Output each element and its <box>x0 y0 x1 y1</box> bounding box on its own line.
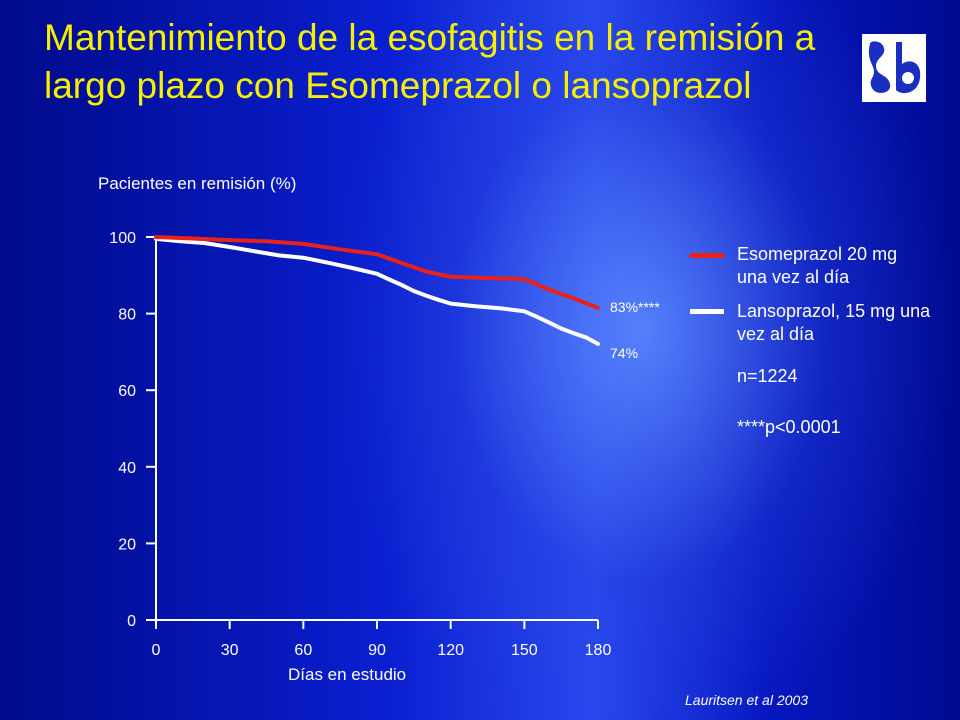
chart-end-labels: 83%**** 74% <box>610 299 660 361</box>
legend-swatch-lansoprazol <box>690 309 724 314</box>
series-line-1 <box>154 236 600 346</box>
legend-label-lansoprazol: Lansoprazol, 15 mg una vez al día <box>737 301 931 344</box>
y-tick-label: 60 <box>118 383 136 400</box>
society-logo-icon <box>862 34 926 102</box>
chart-series <box>154 235 600 346</box>
x-tick-label: 120 <box>437 642 464 659</box>
y-tick-label: 0 <box>127 613 136 630</box>
series-end-label-1: 74% <box>610 345 638 361</box>
legend-label-esomeprazol: Esomeprazol 20 mg una vez al día <box>737 244 898 287</box>
x-tick-label: 150 <box>511 642 538 659</box>
x-tick-label: 0 <box>152 642 161 659</box>
x-tick-label: 90 <box>368 642 386 659</box>
source-citation: Lauritsen et al 2003 <box>685 692 808 708</box>
y-tick-label: 20 <box>118 536 136 553</box>
y-tick-label: 100 <box>109 230 136 247</box>
chart-axes <box>155 237 598 621</box>
x-axis-label: Días en estudio <box>288 665 407 684</box>
p-value-note: ****p<0.0001 <box>737 417 841 437</box>
y-axis-label: Pacientes en remisión (%) <box>98 174 297 193</box>
x-tick-label: 60 <box>294 642 312 659</box>
y-tick-label: 40 <box>118 460 136 477</box>
x-tick-label: 30 <box>221 642 239 659</box>
series-line-0 <box>154 235 600 310</box>
x-tick-label: 180 <box>585 642 612 659</box>
series-end-label-0: 83%**** <box>610 299 660 315</box>
legend-swatch-esomeprazol <box>690 253 724 258</box>
y-tick-label: 80 <box>118 307 136 324</box>
slide-title: Mantenimiento de la esofagitis en la rem… <box>44 17 816 106</box>
sample-size-note: n=1224 <box>737 366 798 386</box>
chart-ticks: 0 20 40 60 80 100 0 30 60 90 120 150 180 <box>109 230 611 659</box>
